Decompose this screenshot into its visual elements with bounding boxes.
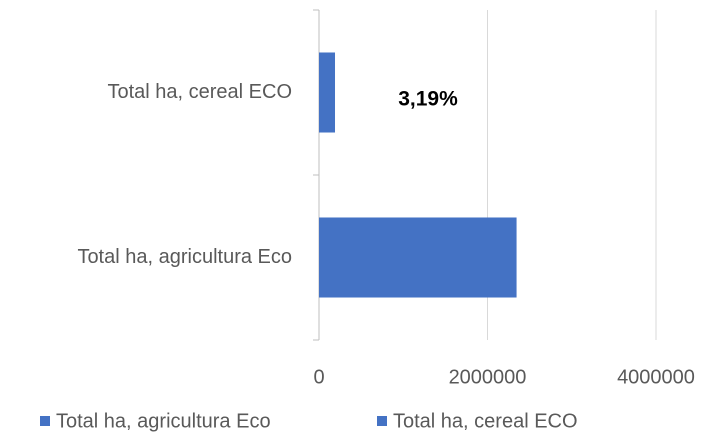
legend-swatch xyxy=(377,416,387,426)
y-tick-label: Total ha, cereal ECO xyxy=(107,81,292,103)
x-tick-label: 4000000 xyxy=(617,366,695,388)
y-tick-label: Total ha, agricultura Eco xyxy=(77,246,292,268)
legend-swatch xyxy=(40,416,50,426)
legend-label: Total ha, agricultura Eco xyxy=(56,410,271,432)
legend-label: Total ha, cereal ECO xyxy=(393,410,578,432)
bar xyxy=(319,217,517,298)
annotation: 3,19% xyxy=(398,88,458,111)
x-tick-label: 0 xyxy=(313,366,324,388)
x-tick-label: 2000000 xyxy=(449,366,527,388)
bar xyxy=(319,52,336,133)
